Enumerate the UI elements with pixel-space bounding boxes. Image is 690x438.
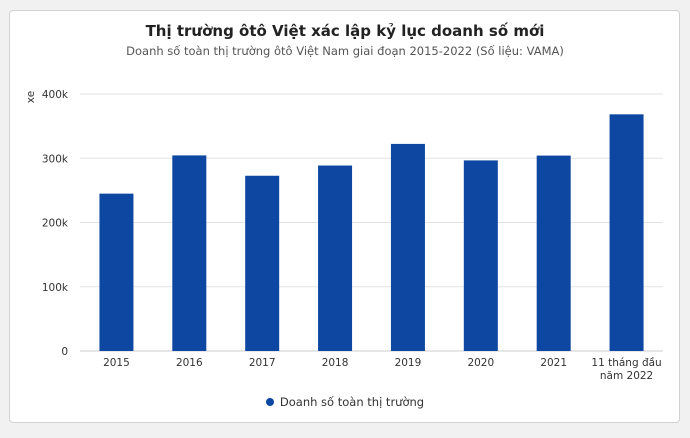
bar[interactable] bbox=[463, 160, 498, 351]
y-tick-label: 200k bbox=[42, 218, 69, 230]
x-tick-label: 2015 bbox=[103, 357, 130, 369]
y-tick-label: 300k bbox=[42, 153, 69, 165]
legend[interactable]: Doanh số toàn thị trường bbox=[0, 395, 690, 409]
y-tick-label: 0 bbox=[61, 346, 68, 358]
bar[interactable] bbox=[609, 114, 644, 352]
x-tick-label: 11 tháng đầu năm 2022 bbox=[591, 357, 661, 382]
x-tick-label: 2020 bbox=[467, 357, 494, 369]
bar[interactable] bbox=[318, 165, 353, 351]
bar[interactable] bbox=[390, 143, 425, 351]
chart-title: Thị trường ôtô Việt xác lập kỷ lục doanh… bbox=[145, 22, 545, 40]
bar[interactable] bbox=[99, 193, 134, 351]
y-tick-label: 100k bbox=[42, 282, 69, 294]
chart-subtitle: Doanh số toàn thị trường ôtô Việt Nam gi… bbox=[126, 44, 564, 58]
legend-label: Doanh số toàn thị trường bbox=[279, 395, 425, 409]
x-tick-label: 2017 bbox=[249, 357, 276, 369]
bar[interactable] bbox=[536, 155, 571, 351]
x-tick-label: 2018 bbox=[322, 357, 349, 369]
x-tick-label: 2021 bbox=[540, 357, 567, 369]
y-tick-labels: 0 100k 200k 300k 400k bbox=[42, 89, 69, 358]
bar[interactable] bbox=[245, 175, 280, 351]
x-tick-label: 2019 bbox=[395, 357, 422, 369]
y-tick-label: 400k bbox=[42, 89, 69, 101]
x-tick-labels: 2015 2016 2017 2018 2019 2020 2021 11 tháng đầu… bbox=[103, 357, 662, 382]
grid-lines bbox=[80, 93, 663, 352]
bars bbox=[99, 114, 644, 352]
bar[interactable] bbox=[172, 155, 207, 351]
y-axis-label: xe bbox=[25, 91, 37, 103]
x-tick-label: 2016 bbox=[176, 357, 203, 369]
legend-marker-icon bbox=[265, 398, 274, 406]
